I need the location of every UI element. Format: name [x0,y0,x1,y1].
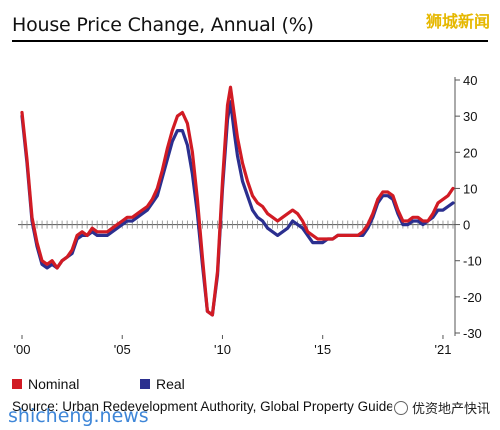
y-tick-label: -10 [463,254,482,269]
wechat-logo-icon [393,400,408,415]
y-tick-label: -30 [463,326,482,341]
y-tick-label: 10 [463,181,477,196]
x-tick-label: '10 [214,342,231,357]
y-tick-label: 40 [463,73,477,88]
title-divider [12,40,488,42]
source-note: Source: Urban Redevelopment Authority, G… [12,399,394,414]
legend-label-nominal: Nominal [28,376,80,392]
chart-title: House Price Change, Annual (%) [12,14,314,36]
y-tick-label: 30 [463,109,477,124]
watermark-top: 狮城新闻 [425,12,490,31]
watermark-bottom-right: 优资地产快讯 [391,398,492,417]
y-tick-label: 20 [463,145,477,160]
legend-item-nominal: Nominal [12,376,79,392]
x-tick-label: '05 [114,342,131,357]
series-line-real [20,100,455,317]
legend-swatch-real [140,379,150,389]
y-tick-label: 0 [463,218,470,233]
legend-item-real: Real [140,376,185,392]
x-tick-label: '21 [434,342,451,357]
legend-swatch-nominal [12,379,22,389]
y-tick-label: -20 [463,290,482,305]
watermark-bottom-right-text: 优资地产快讯 [411,402,490,417]
x-tick-label: '00 [14,342,31,357]
watermark-bottom-left: shicheng.news [8,405,149,427]
x-tick-label: '15 [314,342,331,357]
series-line-nominal [20,85,455,317]
legend-label-real: Real [156,376,185,392]
